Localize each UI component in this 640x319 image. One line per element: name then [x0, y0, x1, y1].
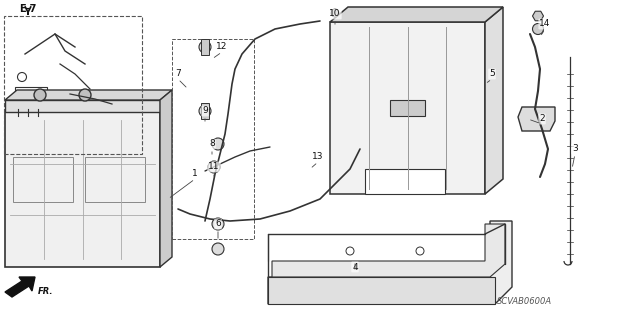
Circle shape: [199, 41, 211, 53]
Text: 4: 4: [352, 263, 358, 271]
Bar: [201, 103, 209, 119]
Polygon shape: [330, 22, 485, 194]
Bar: [85, 157, 145, 202]
Text: 5: 5: [489, 70, 495, 78]
Polygon shape: [5, 90, 172, 100]
Bar: [5, 100, 160, 112]
Circle shape: [34, 89, 46, 101]
Bar: [201, 39, 209, 55]
Circle shape: [331, 9, 339, 17]
Circle shape: [532, 24, 543, 34]
Polygon shape: [268, 221, 512, 304]
Text: 13: 13: [312, 152, 324, 161]
Text: 8: 8: [209, 139, 215, 149]
Polygon shape: [272, 224, 505, 277]
Circle shape: [212, 243, 224, 255]
Circle shape: [208, 161, 220, 173]
Circle shape: [199, 105, 211, 117]
Polygon shape: [268, 277, 495, 304]
Text: 9: 9: [202, 107, 208, 115]
Text: 7: 7: [175, 70, 181, 78]
Polygon shape: [518, 107, 555, 131]
Polygon shape: [485, 7, 503, 194]
Text: FR.: FR.: [38, 286, 54, 295]
Bar: [365, 169, 445, 194]
Polygon shape: [532, 11, 543, 21]
Text: 10: 10: [329, 10, 340, 19]
Polygon shape: [160, 90, 172, 267]
Circle shape: [212, 218, 224, 230]
Bar: [15, 87, 47, 109]
Text: 2: 2: [539, 115, 545, 123]
Text: 14: 14: [540, 19, 550, 28]
Text: 3: 3: [572, 145, 578, 153]
Circle shape: [79, 89, 91, 101]
Text: 1: 1: [192, 169, 198, 179]
Polygon shape: [330, 7, 503, 22]
Bar: [13, 157, 73, 202]
Polygon shape: [5, 277, 35, 297]
Text: SCVAB0600A: SCVAB0600A: [497, 296, 552, 306]
Text: 12: 12: [216, 42, 228, 51]
Bar: [390, 100, 425, 116]
Text: 11: 11: [208, 162, 220, 172]
Bar: [5, 112, 160, 267]
Text: 6: 6: [215, 219, 221, 228]
Circle shape: [212, 138, 224, 150]
Text: E-7: E-7: [19, 4, 36, 14]
